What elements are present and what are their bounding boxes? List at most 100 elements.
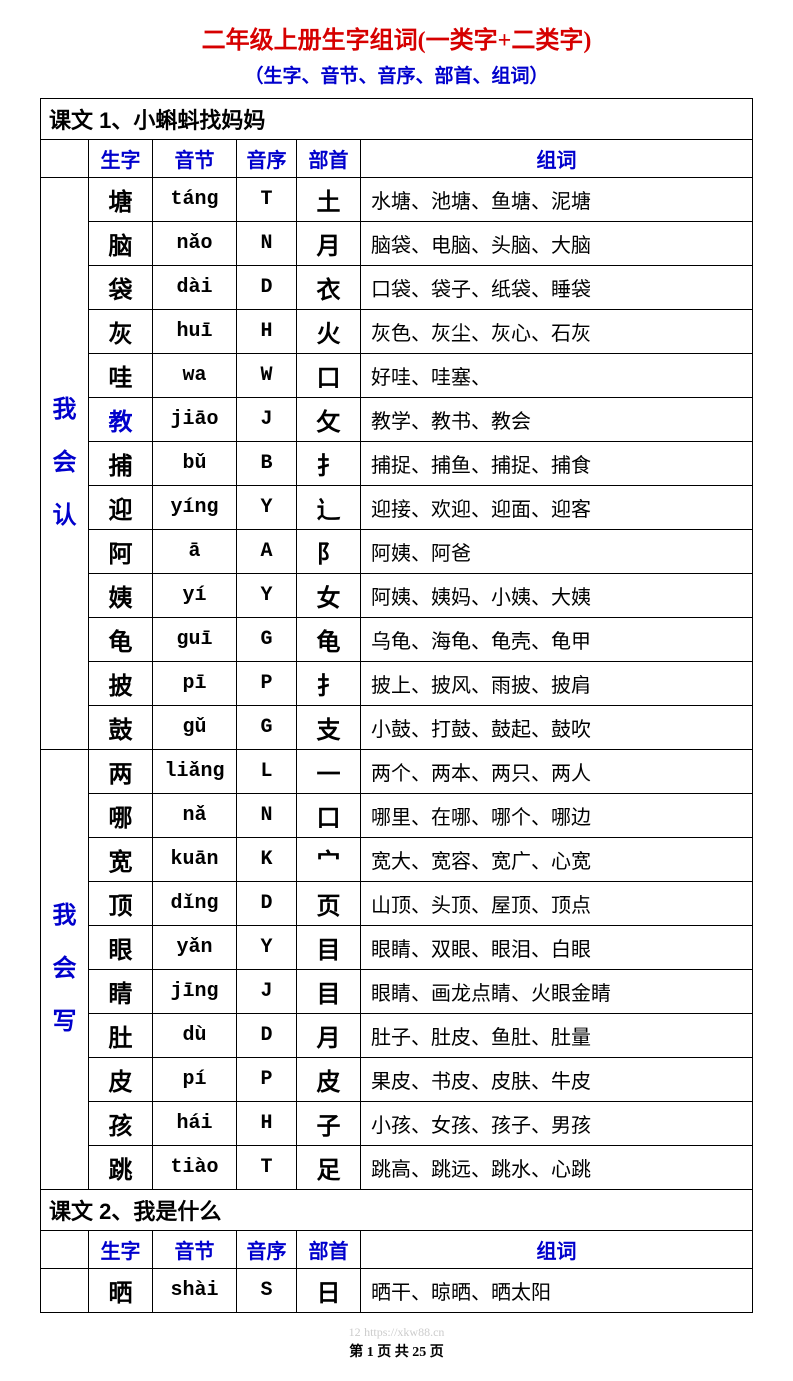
initial-cell: H [237,310,297,354]
initial-cell: T [237,178,297,222]
pinyin-cell: kuān [153,838,237,882]
words-cell: 晒干、晾晒、晒太阳 [361,1269,753,1313]
words-cell: 阿姨、姨妈、小姨、大姨 [361,574,753,618]
radical-cell: 页 [297,882,361,926]
pinyin-cell: liǎng [153,750,237,794]
lesson-title: 课文 2、我是什么 [41,1190,753,1231]
initial-cell: P [237,662,297,706]
words-cell: 小鼓、打鼓、鼓起、鼓吹 [361,706,753,750]
radical-cell: 扌 [297,662,361,706]
footer-page: 第 1 页 共 25 页 [349,1345,444,1360]
radical-cell: 衣 [297,266,361,310]
words-cell: 水塘、池塘、鱼塘、泥塘 [361,178,753,222]
char-cell: 姨 [89,574,153,618]
char-cell: 哇 [89,354,153,398]
initial-cell: N [237,794,297,838]
pinyin-cell: guī [153,618,237,662]
main-title: 二年级上册生字组词(一类字+二类字) [40,20,753,55]
pinyin-cell: dù [153,1014,237,1058]
words-cell: 果皮、书皮、皮肤、牛皮 [361,1058,753,1102]
char-cell: 晒 [89,1269,153,1313]
initial-cell: T [237,1146,297,1190]
initial-cell: J [237,970,297,1014]
pinyin-cell: yí [153,574,237,618]
words-cell: 山顶、头顶、屋顶、顶点 [361,882,753,926]
pinyin-cell: jiāo [153,398,237,442]
words-cell: 乌龟、海龟、龟壳、龟甲 [361,618,753,662]
category-cell: 我会写 [41,750,89,1190]
words-cell: 教学、教书、教会 [361,398,753,442]
radical-cell: 子 [297,1102,361,1146]
initial-cell: H [237,1102,297,1146]
char-cell: 孩 [89,1102,153,1146]
words-cell: 肚子、肚皮、鱼肚、肚量 [361,1014,753,1058]
initial-cell: W [237,354,297,398]
char-cell: 睛 [89,970,153,1014]
words-cell: 跳高、跳远、跳水、心跳 [361,1146,753,1190]
char-cell: 塘 [89,178,153,222]
initial-cell: K [237,838,297,882]
radical-cell: 阝 [297,530,361,574]
header-radical: 部首 [297,1231,361,1269]
pinyin-cell: shài [153,1269,237,1313]
radical-cell: 辶 [297,486,361,530]
words-cell: 两个、两本、两只、两人 [361,750,753,794]
pinyin-cell: gǔ [153,706,237,750]
words-cell: 哪里、在哪、哪个、哪边 [361,794,753,838]
radical-cell: 日 [297,1269,361,1313]
pinyin-cell: yíng [153,486,237,530]
char-cell: 迎 [89,486,153,530]
pinyin-cell: nǎo [153,222,237,266]
words-cell: 披上、披风、雨披、披肩 [361,662,753,706]
char-cell: 龟 [89,618,153,662]
pinyin-cell: tiào [153,1146,237,1190]
header-blank [41,1231,89,1269]
lesson-title: 课文 1、小蝌蚪找妈妈 [41,99,753,140]
char-cell: 披 [89,662,153,706]
pinyin-cell: dài [153,266,237,310]
initial-cell: G [237,706,297,750]
words-cell: 阿姨、阿爸 [361,530,753,574]
pinyin-cell: nǎ [153,794,237,838]
char-cell: 宽 [89,838,153,882]
char-cell: 顶 [89,882,153,926]
initial-cell: G [237,618,297,662]
initial-cell: D [237,266,297,310]
words-cell: 眼睛、双眼、眼泪、白眼 [361,926,753,970]
radical-cell: 龟 [297,618,361,662]
radical-cell: 土 [297,178,361,222]
page-footer: 12 https://xkw88.cn 第 1 页 共 25 页 [40,1325,753,1361]
pinyin-cell: dǐng [153,882,237,926]
words-cell: 捕捉、捕鱼、捕捉、捕食 [361,442,753,486]
footer-watermark: https://xkw88.cn [364,1325,444,1339]
char-cell: 袋 [89,266,153,310]
char-cell: 捕 [89,442,153,486]
header-words: 组词 [361,1231,753,1269]
initial-cell: N [237,222,297,266]
radical-cell: 女 [297,574,361,618]
header-initial: 音序 [237,1231,297,1269]
radical-cell: 目 [297,926,361,970]
char-cell: 眼 [89,926,153,970]
sub-title: （生字、音节、音序、部首、组词） [40,61,753,88]
initial-cell: A [237,530,297,574]
char-cell: 哪 [89,794,153,838]
pinyin-cell: bǔ [153,442,237,486]
pinyin-cell: wa [153,354,237,398]
radical-cell: 扌 [297,442,361,486]
pinyin-cell: ā [153,530,237,574]
pinyin-cell: pī [153,662,237,706]
initial-cell: P [237,1058,297,1102]
initial-cell: L [237,750,297,794]
words-cell: 口袋、袋子、纸袋、睡袋 [361,266,753,310]
pinyin-cell: pí [153,1058,237,1102]
char-cell: 阿 [89,530,153,574]
header-char: 生字 [89,1231,153,1269]
header-radical: 部首 [297,140,361,178]
pinyin-cell: hái [153,1102,237,1146]
radical-cell: 宀 [297,838,361,882]
char-cell: 脑 [89,222,153,266]
words-cell: 脑袋、电脑、头脑、大脑 [361,222,753,266]
char-cell: 灰 [89,310,153,354]
footer-leadnum: 12 [349,1325,361,1339]
